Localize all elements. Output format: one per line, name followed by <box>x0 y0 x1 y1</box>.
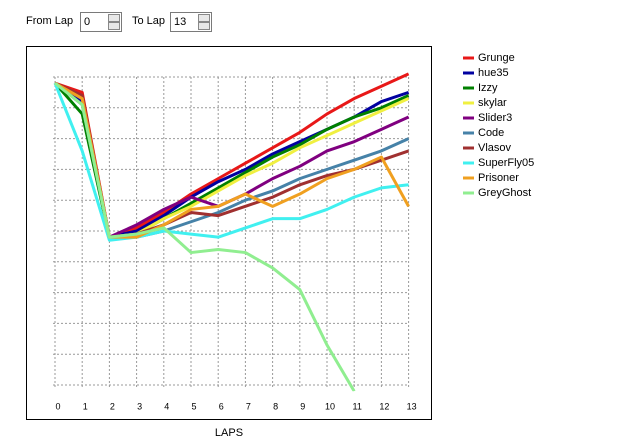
spin-up[interactable] <box>198 14 210 22</box>
x-tick-label: 13 <box>407 401 417 411</box>
legend-label: Vlasov <box>478 142 512 154</box>
legend-label: Prisoner <box>478 172 519 184</box>
to-value: 13 <box>174 16 187 28</box>
legend-label: Code <box>478 127 504 139</box>
x-tick-label: 12 <box>379 401 389 411</box>
x-tick-label: 8 <box>273 401 278 411</box>
spin-down[interactable] <box>108 22 120 30</box>
x-tick-label: 7 <box>246 401 251 411</box>
spin-down[interactable] <box>198 22 210 30</box>
to-spinner[interactable]: 13 <box>170 12 212 32</box>
legend-label: Grunge <box>478 52 515 64</box>
x-tick-label: 3 <box>137 401 142 411</box>
x-tick-label: 5 <box>191 401 196 411</box>
legend-label: hue35 <box>478 67 509 79</box>
x-tick-label: 0 <box>55 401 60 411</box>
spin-up[interactable] <box>108 14 120 22</box>
legend-label: skylar <box>478 97 507 109</box>
from-label: From Lap <box>26 15 74 27</box>
series-line <box>54 81 356 392</box>
legend-label: Slider3 <box>478 112 512 124</box>
from-spinner[interactable]: 0 <box>80 12 122 32</box>
x-tick-label: 4 <box>164 401 169 411</box>
to-label: To Lap <box>132 15 166 27</box>
legend-label: SuperFly05 <box>478 157 534 169</box>
x-tick-label: 10 <box>325 401 335 411</box>
x-axis-label: LAPS <box>215 427 243 439</box>
x-tick-label: 9 <box>300 401 305 411</box>
from-value: 0 <box>84 16 91 28</box>
x-tick-label: 1 <box>83 401 88 411</box>
x-tick-label: 2 <box>110 401 115 411</box>
legend-label: Izzy <box>478 82 498 94</box>
x-tick-label: 11 <box>353 401 362 411</box>
x-tick-label: 6 <box>219 401 224 411</box>
series-line <box>53 82 409 242</box>
legend-label: GreyGhost <box>478 187 531 199</box>
